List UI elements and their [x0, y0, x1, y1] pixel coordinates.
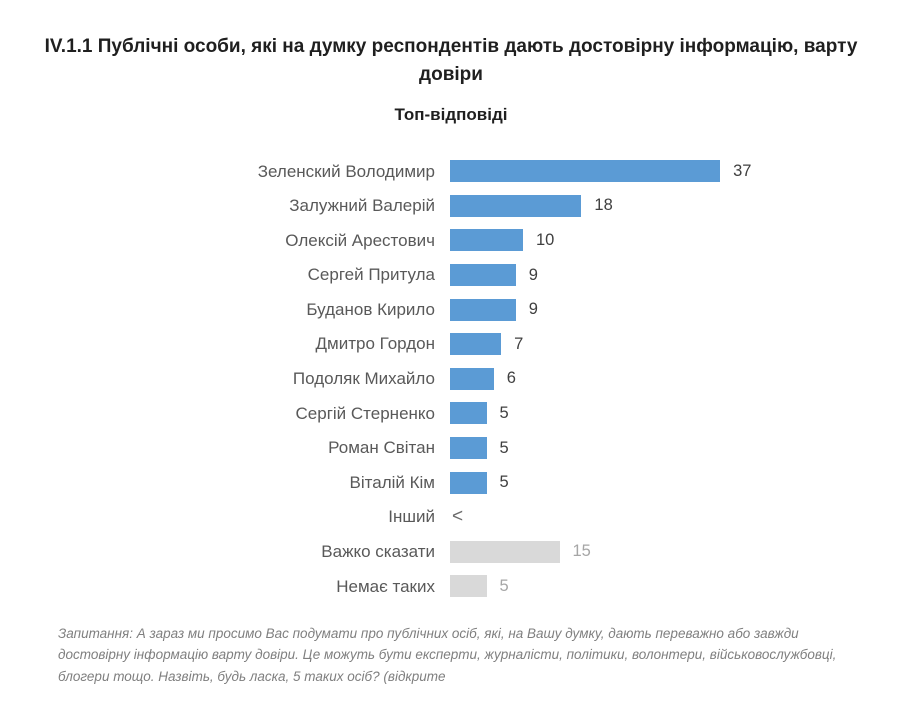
category-label: Інший — [388, 507, 435, 527]
bar-area: 5 — [450, 575, 902, 598]
value-label: 18 — [594, 196, 613, 215]
value-label: < — [452, 506, 464, 528]
blue-bar — [450, 437, 487, 460]
bar-area: 7 — [450, 333, 902, 356]
category-label: Залужний Валерій — [289, 196, 435, 216]
chart-row: Сергій Стерненко 5 — [0, 396, 902, 431]
bar-area: 18 — [450, 194, 902, 217]
chart-row: Залужний Валерій 18 — [0, 189, 902, 224]
chart-subtitle: Топ-відповіді — [394, 105, 508, 124]
chart-row: Дмитро Гордон 7 — [0, 327, 902, 362]
bar-area: 5 — [450, 437, 902, 460]
bar-area: 5 — [450, 402, 902, 425]
value-label: 5 — [499, 473, 509, 492]
blue-bar — [450, 333, 502, 356]
category-label: Немає таких — [336, 576, 435, 596]
chart-row: Немає таких 5 — [0, 569, 902, 604]
category-label: Олексій Арестович — [285, 230, 435, 250]
chart-title: IV.1.1 Публічні особи, які на думку респ… — [44, 36, 858, 85]
bar-area: 9 — [450, 298, 902, 321]
blue-bar — [450, 298, 516, 321]
chart-row: Зеленский Володимир 37 — [0, 154, 902, 189]
category-label: Буданов Кирило — [306, 299, 435, 319]
question-footnote: Запитання: А зараз ми просимо Вас подума… — [58, 625, 837, 684]
gray-bar — [450, 540, 560, 563]
category-label: Зеленский Володимир — [257, 161, 435, 181]
category-label: Дмитро Гордон — [315, 334, 435, 354]
chart-row: Роман Світан 5 — [0, 431, 902, 466]
bar-area: 37 — [450, 160, 902, 183]
value-label: 10 — [536, 230, 555, 249]
chart-row: Буданов Кирило 9 — [0, 292, 902, 327]
value-label: 9 — [528, 300, 538, 319]
bar-area: < — [450, 506, 902, 528]
category-label: Подоляк Михайло — [292, 369, 435, 389]
bar-area: 5 — [450, 471, 902, 494]
category-label: Роман Світан — [328, 438, 435, 458]
blue-bar — [450, 264, 516, 287]
category-label: Віталій Кім — [349, 472, 435, 492]
blue-bar — [450, 402, 487, 425]
chart-row: Сергей Притула 9 — [0, 258, 902, 293]
blue-bar — [450, 194, 582, 217]
category-label: Сергей Притула — [307, 265, 435, 285]
chart-row: Інший < — [0, 500, 902, 535]
chart-row: Подоляк Михайло 6 — [0, 362, 902, 397]
value-label: 37 — [733, 161, 752, 180]
blue-bar — [450, 471, 487, 494]
bar-area: 15 — [450, 540, 902, 563]
chart-row: Віталій Кім 5 — [0, 465, 902, 500]
value-label: 5 — [499, 438, 509, 457]
blue-bar — [450, 160, 721, 183]
value-label: 9 — [528, 265, 538, 284]
horizontal-bar-chart: Зеленский Володимир 37 Залужний Валерій 18 О… — [0, 154, 902, 604]
value-label: 7 — [514, 334, 524, 353]
category-label: Сергій Стерненко — [295, 403, 435, 423]
bar-area: 10 — [450, 229, 902, 252]
gray-bar — [450, 575, 487, 598]
chart-row: Важко сказати 15 — [0, 535, 902, 570]
blue-bar — [450, 367, 494, 390]
bar-area: 6 — [450, 367, 902, 390]
bar-area: 9 — [450, 264, 902, 287]
category-label: Важко сказати — [321, 542, 435, 562]
value-label: 5 — [499, 403, 509, 422]
value-label: 5 — [499, 576, 509, 595]
blue-bar — [450, 229, 523, 252]
value-label: 6 — [506, 369, 516, 388]
chart-row: Олексій Арестович 10 — [0, 223, 902, 258]
value-label: 15 — [572, 542, 591, 561]
